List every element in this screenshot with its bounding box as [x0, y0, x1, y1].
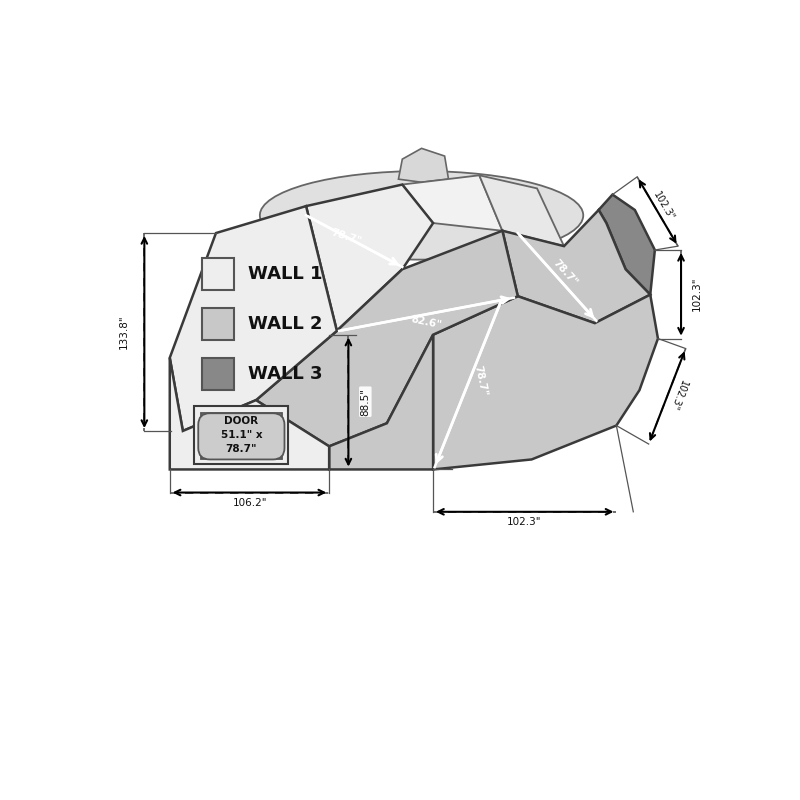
- Text: WALL 3: WALL 3: [248, 365, 323, 383]
- Polygon shape: [398, 148, 449, 182]
- Polygon shape: [170, 206, 337, 431]
- Polygon shape: [256, 230, 518, 446]
- Polygon shape: [202, 258, 234, 290]
- Polygon shape: [329, 334, 433, 470]
- Text: 102.3": 102.3": [652, 190, 677, 222]
- Text: 133.8": 133.8": [118, 314, 129, 349]
- Text: WALL 2: WALL 2: [248, 315, 323, 333]
- Polygon shape: [402, 175, 502, 230]
- Text: 78.7": 78.7": [550, 258, 579, 288]
- Polygon shape: [479, 175, 564, 246]
- Text: 78.7": 78.7": [473, 365, 489, 398]
- Polygon shape: [202, 358, 234, 390]
- Polygon shape: [306, 185, 433, 331]
- Ellipse shape: [260, 171, 583, 260]
- Polygon shape: [202, 308, 234, 340]
- Polygon shape: [433, 294, 658, 470]
- Text: 106.2": 106.2": [233, 498, 267, 507]
- FancyBboxPatch shape: [198, 414, 285, 459]
- Text: DOOR
51.1" x
78.7": DOOR 51.1" x 78.7": [221, 416, 262, 454]
- Polygon shape: [194, 406, 288, 464]
- Text: 102.3": 102.3": [667, 378, 689, 411]
- Polygon shape: [170, 358, 329, 470]
- Text: 82.6": 82.6": [410, 314, 443, 330]
- Text: 88.5": 88.5": [360, 388, 370, 416]
- Polygon shape: [502, 210, 650, 323]
- Polygon shape: [598, 194, 655, 294]
- Text: 78.7": 78.7": [330, 227, 363, 246]
- Text: WALL 1: WALL 1: [248, 265, 323, 283]
- Text: 102.3": 102.3": [691, 277, 702, 311]
- Text: 102.3": 102.3": [506, 517, 542, 527]
- Polygon shape: [201, 414, 282, 459]
